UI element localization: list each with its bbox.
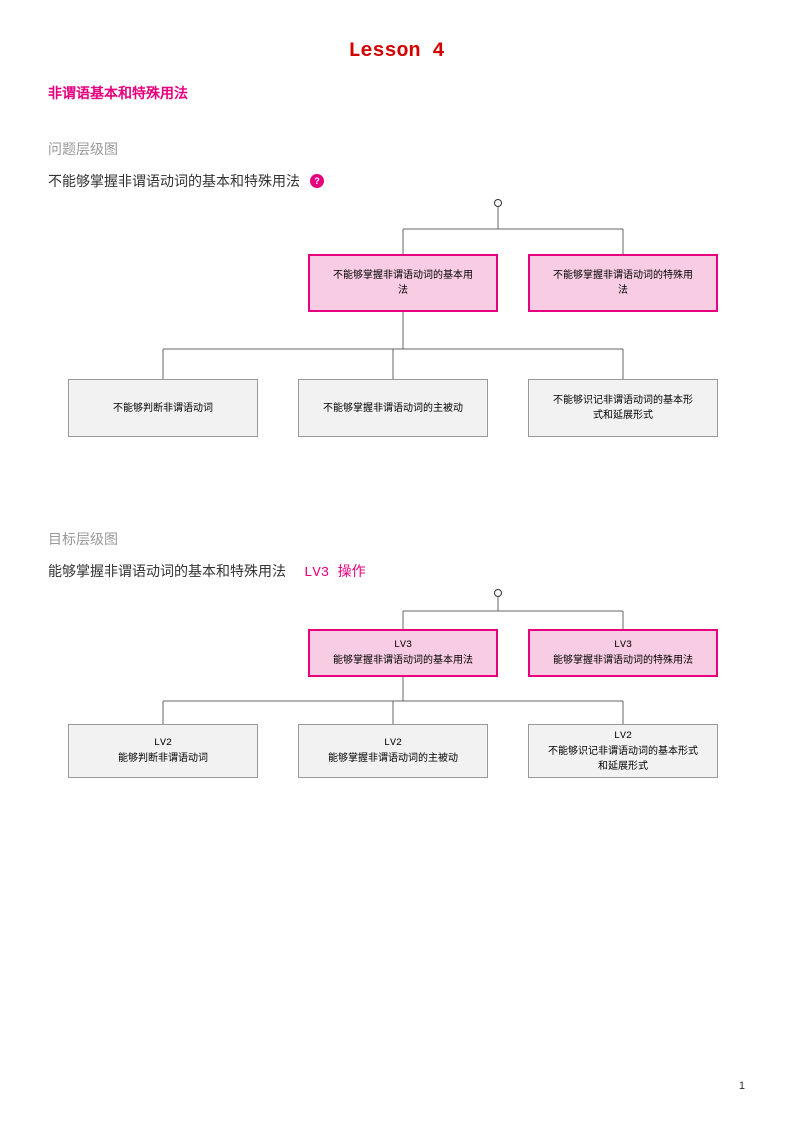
root-node-icon (494, 589, 502, 597)
node-text: 式和延展形式 (593, 408, 653, 423)
root-node-icon (494, 199, 502, 207)
node-text: 不能够识记非谓语动词的基本形式 (548, 744, 698, 759)
node-text: 能够判断非谓语动词 (118, 751, 208, 766)
node-level-label: LV2 (384, 736, 402, 751)
diagram-node: 不能够判断非谓语动词 (68, 379, 258, 437)
diagram-node: 不能够掌握非谓语动词的基本用法 (308, 254, 498, 312)
node-text: 能够掌握非谓语动词的主被动 (328, 751, 458, 766)
page-subtitle: 非谓语基本和特殊用法 (48, 83, 745, 103)
section1-label: 问题层级图 (48, 139, 745, 159)
diagram-node: LV3能够掌握非谓语动词的基本用法 (308, 629, 498, 677)
page-number: 1 (739, 1080, 745, 1092)
node-text: 能够掌握非谓语动词的特殊用法 (553, 653, 693, 668)
node-text: 法 (398, 283, 408, 298)
section2-text-row: 能够掌握非谓语动词的基本和特殊用法 LV3 操作 (48, 561, 745, 581)
diagram-node: 不能够识记非谓语动词的基本形式和延展形式 (528, 379, 718, 437)
node-level-label: LV3 (614, 638, 632, 653)
node-level-label: LV2 (154, 736, 172, 751)
diagram-node: LV2能够判断非谓语动词 (68, 724, 258, 778)
diagram-node: 不能够掌握非谓语动词的主被动 (298, 379, 488, 437)
diagram-node: LV3能够掌握非谓语动词的特殊用法 (528, 629, 718, 677)
node-text: 不能够判断非谓语动词 (113, 401, 213, 416)
node-text: 不能够掌握非谓语动词的特殊用 (553, 268, 693, 283)
page-title: Lesson 4 (48, 40, 745, 63)
node-text: 不能够识记非谓语动词的基本形 (553, 393, 693, 408)
section1-text: 不能够掌握非谓语动词的基本和特殊用法 (48, 171, 300, 191)
diagram-node: LV2不能够识记非谓语动词的基本形式和延展形式 (528, 724, 718, 778)
goal-hierarchy-diagram: LV3能够掌握非谓语动词的基本用法LV3能够掌握非谓语动词的特殊用法LV2能够判… (48, 589, 748, 809)
node-text: 不能够掌握非谓语动词的主被动 (323, 401, 463, 416)
lv3-tag: LV3 操作 (304, 561, 366, 581)
node-text: 能够掌握非谓语动词的基本用法 (333, 653, 473, 668)
problem-hierarchy-diagram: 不能够掌握非谓语动词的基本用法不能够掌握非谓语动词的特殊用法不能够判断非谓语动词… (48, 199, 748, 469)
question-badge-icon: ? (310, 174, 324, 188)
node-text: 和延展形式 (598, 759, 648, 774)
node-level-label: LV3 (394, 638, 412, 653)
section2-label: 目标层级图 (48, 529, 745, 549)
diagram-node: 不能够掌握非谓语动词的特殊用法 (528, 254, 718, 312)
diagram-node: LV2能够掌握非谓语动词的主被动 (298, 724, 488, 778)
node-level-label: LV2 (614, 729, 632, 744)
section2-text: 能够掌握非谓语动词的基本和特殊用法 (48, 561, 286, 581)
section1-text-row: 不能够掌握非谓语动词的基本和特殊用法 ? (48, 171, 745, 191)
node-text: 不能够掌握非谓语动词的基本用 (333, 268, 473, 283)
node-text: 法 (618, 283, 628, 298)
